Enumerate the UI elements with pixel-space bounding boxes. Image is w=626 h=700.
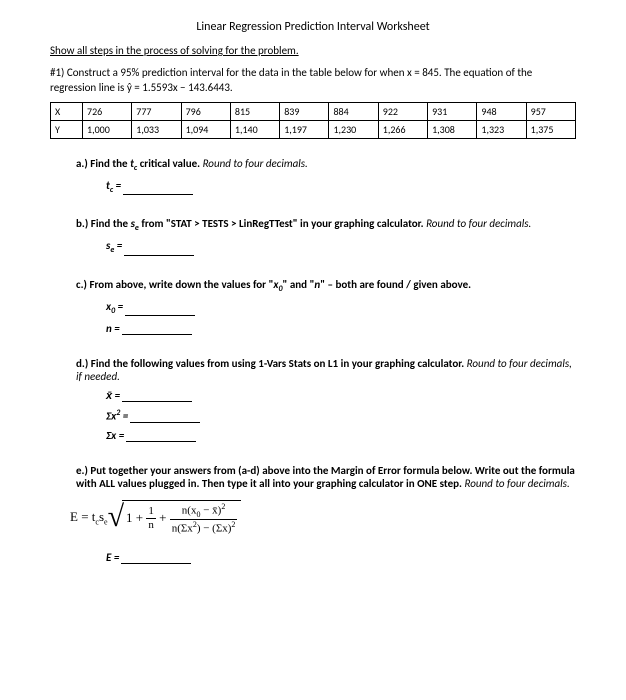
answer-blank: tc = [106, 179, 576, 195]
answer-blank: x0 = [106, 300, 576, 316]
table-row: X 726 777 796 815 839 884 922 931 948 95… [51, 102, 576, 120]
part-a: a.) Find the tc critical value. Round to… [50, 157, 576, 195]
answer-blank: n = [106, 322, 576, 335]
table-row: Y 1,000 1,033 1,094 1,140 1,197 1,230 1,… [51, 120, 576, 138]
part-d: d.) Find the following values from using… [50, 357, 576, 442]
answer-blank: E = [106, 551, 576, 564]
part-c: c.) From above, write down the values fo… [50, 278, 576, 335]
margin-error-formula: E = tcse √ 1 + 1n + n(x0 − x̄)2 n(Σx2) −… [70, 500, 576, 536]
answer-blank: Σx = [106, 429, 576, 442]
part-b: b.) Find the se from "STAT > TESTS > Lin… [50, 217, 576, 255]
problem-statement: #1) Construct a 95% prediction interval … [50, 65, 576, 96]
instructions: Show all steps in the process of solving… [50, 44, 576, 57]
answer-blank: x̄ = [106, 389, 576, 402]
part-e: e.) Put together your answers from (a-d)… [50, 464, 576, 490]
page-title: Linear Regression Prediction Interval Wo… [50, 20, 576, 34]
answer-blank: se = [106, 239, 576, 255]
answer-blank: Σx2 = [106, 408, 576, 423]
data-table: X 726 777 796 815 839 884 922 931 948 95… [50, 102, 576, 139]
